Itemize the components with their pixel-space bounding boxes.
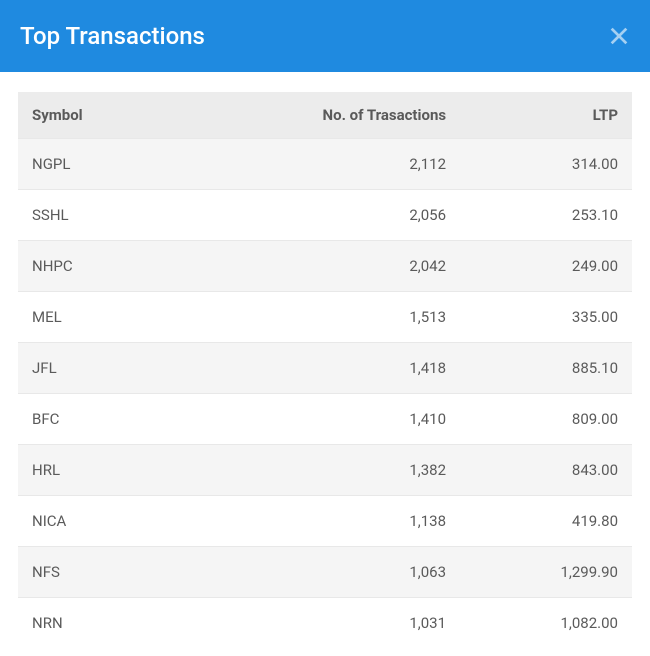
cell-symbol: SSHL: [18, 190, 214, 241]
cell-transactions: 2,056: [214, 190, 460, 241]
table-body: NGPL2,112314.00SSHL2,056253.10NHPC2,0422…: [18, 139, 632, 649]
cell-ltp: 1,299.90: [460, 547, 632, 598]
cell-transactions: 1,513: [214, 292, 460, 343]
table-row[interactable]: NFS1,0631,299.90: [18, 547, 632, 598]
cell-transactions: 1,382: [214, 445, 460, 496]
cell-symbol: BFC: [18, 394, 214, 445]
column-header-ltp[interactable]: LTP: [460, 92, 632, 139]
cell-transactions: 1,063: [214, 547, 460, 598]
cell-ltp: 843.00: [460, 445, 632, 496]
table-header-row: Symbol No. of Trasactions LTP: [18, 92, 632, 139]
cell-transactions: 1,418: [214, 343, 460, 394]
cell-ltp: 885.10: [460, 343, 632, 394]
table-row[interactable]: SSHL2,056253.10: [18, 190, 632, 241]
column-header-transactions[interactable]: No. of Trasactions: [214, 92, 460, 139]
table-row[interactable]: NGPL2,112314.00: [18, 139, 632, 190]
cell-symbol: MEL: [18, 292, 214, 343]
cell-transactions: 2,112: [214, 139, 460, 190]
cell-ltp: 314.00: [460, 139, 632, 190]
cell-ltp: 419.80: [460, 496, 632, 547]
cell-ltp: 253.10: [460, 190, 632, 241]
cell-symbol: NHPC: [18, 241, 214, 292]
cell-symbol: NRN: [18, 598, 214, 649]
panel-header: Top Transactions: [0, 0, 650, 72]
transactions-table: Symbol No. of Trasactions LTP NGPL2,1123…: [18, 92, 632, 648]
cell-symbol: HRL: [18, 445, 214, 496]
table-row[interactable]: HRL1,382843.00: [18, 445, 632, 496]
table-row[interactable]: NICA1,138419.80: [18, 496, 632, 547]
cell-transactions: 1,031: [214, 598, 460, 649]
cell-symbol: JFL: [18, 343, 214, 394]
table-row[interactable]: NHPC2,042249.00: [18, 241, 632, 292]
cell-transactions: 1,138: [214, 496, 460, 547]
table-container: Symbol No. of Trasactions LTP NGPL2,1123…: [0, 72, 650, 648]
cell-symbol: NICA: [18, 496, 214, 547]
panel-title: Top Transactions: [20, 22, 205, 50]
cell-ltp: 335.00: [460, 292, 632, 343]
table-row[interactable]: JFL1,418885.10: [18, 343, 632, 394]
cell-ltp: 1,082.00: [460, 598, 632, 649]
cell-symbol: NGPL: [18, 139, 214, 190]
cell-transactions: 1,410: [214, 394, 460, 445]
cell-transactions: 2,042: [214, 241, 460, 292]
column-header-symbol[interactable]: Symbol: [18, 92, 214, 139]
table-row[interactable]: BFC1,410809.00: [18, 394, 632, 445]
cell-ltp: 809.00: [460, 394, 632, 445]
cell-ltp: 249.00: [460, 241, 632, 292]
cell-symbol: NFS: [18, 547, 214, 598]
close-icon[interactable]: [608, 25, 630, 47]
table-row[interactable]: NRN1,0311,082.00: [18, 598, 632, 649]
table-row[interactable]: MEL1,513335.00: [18, 292, 632, 343]
